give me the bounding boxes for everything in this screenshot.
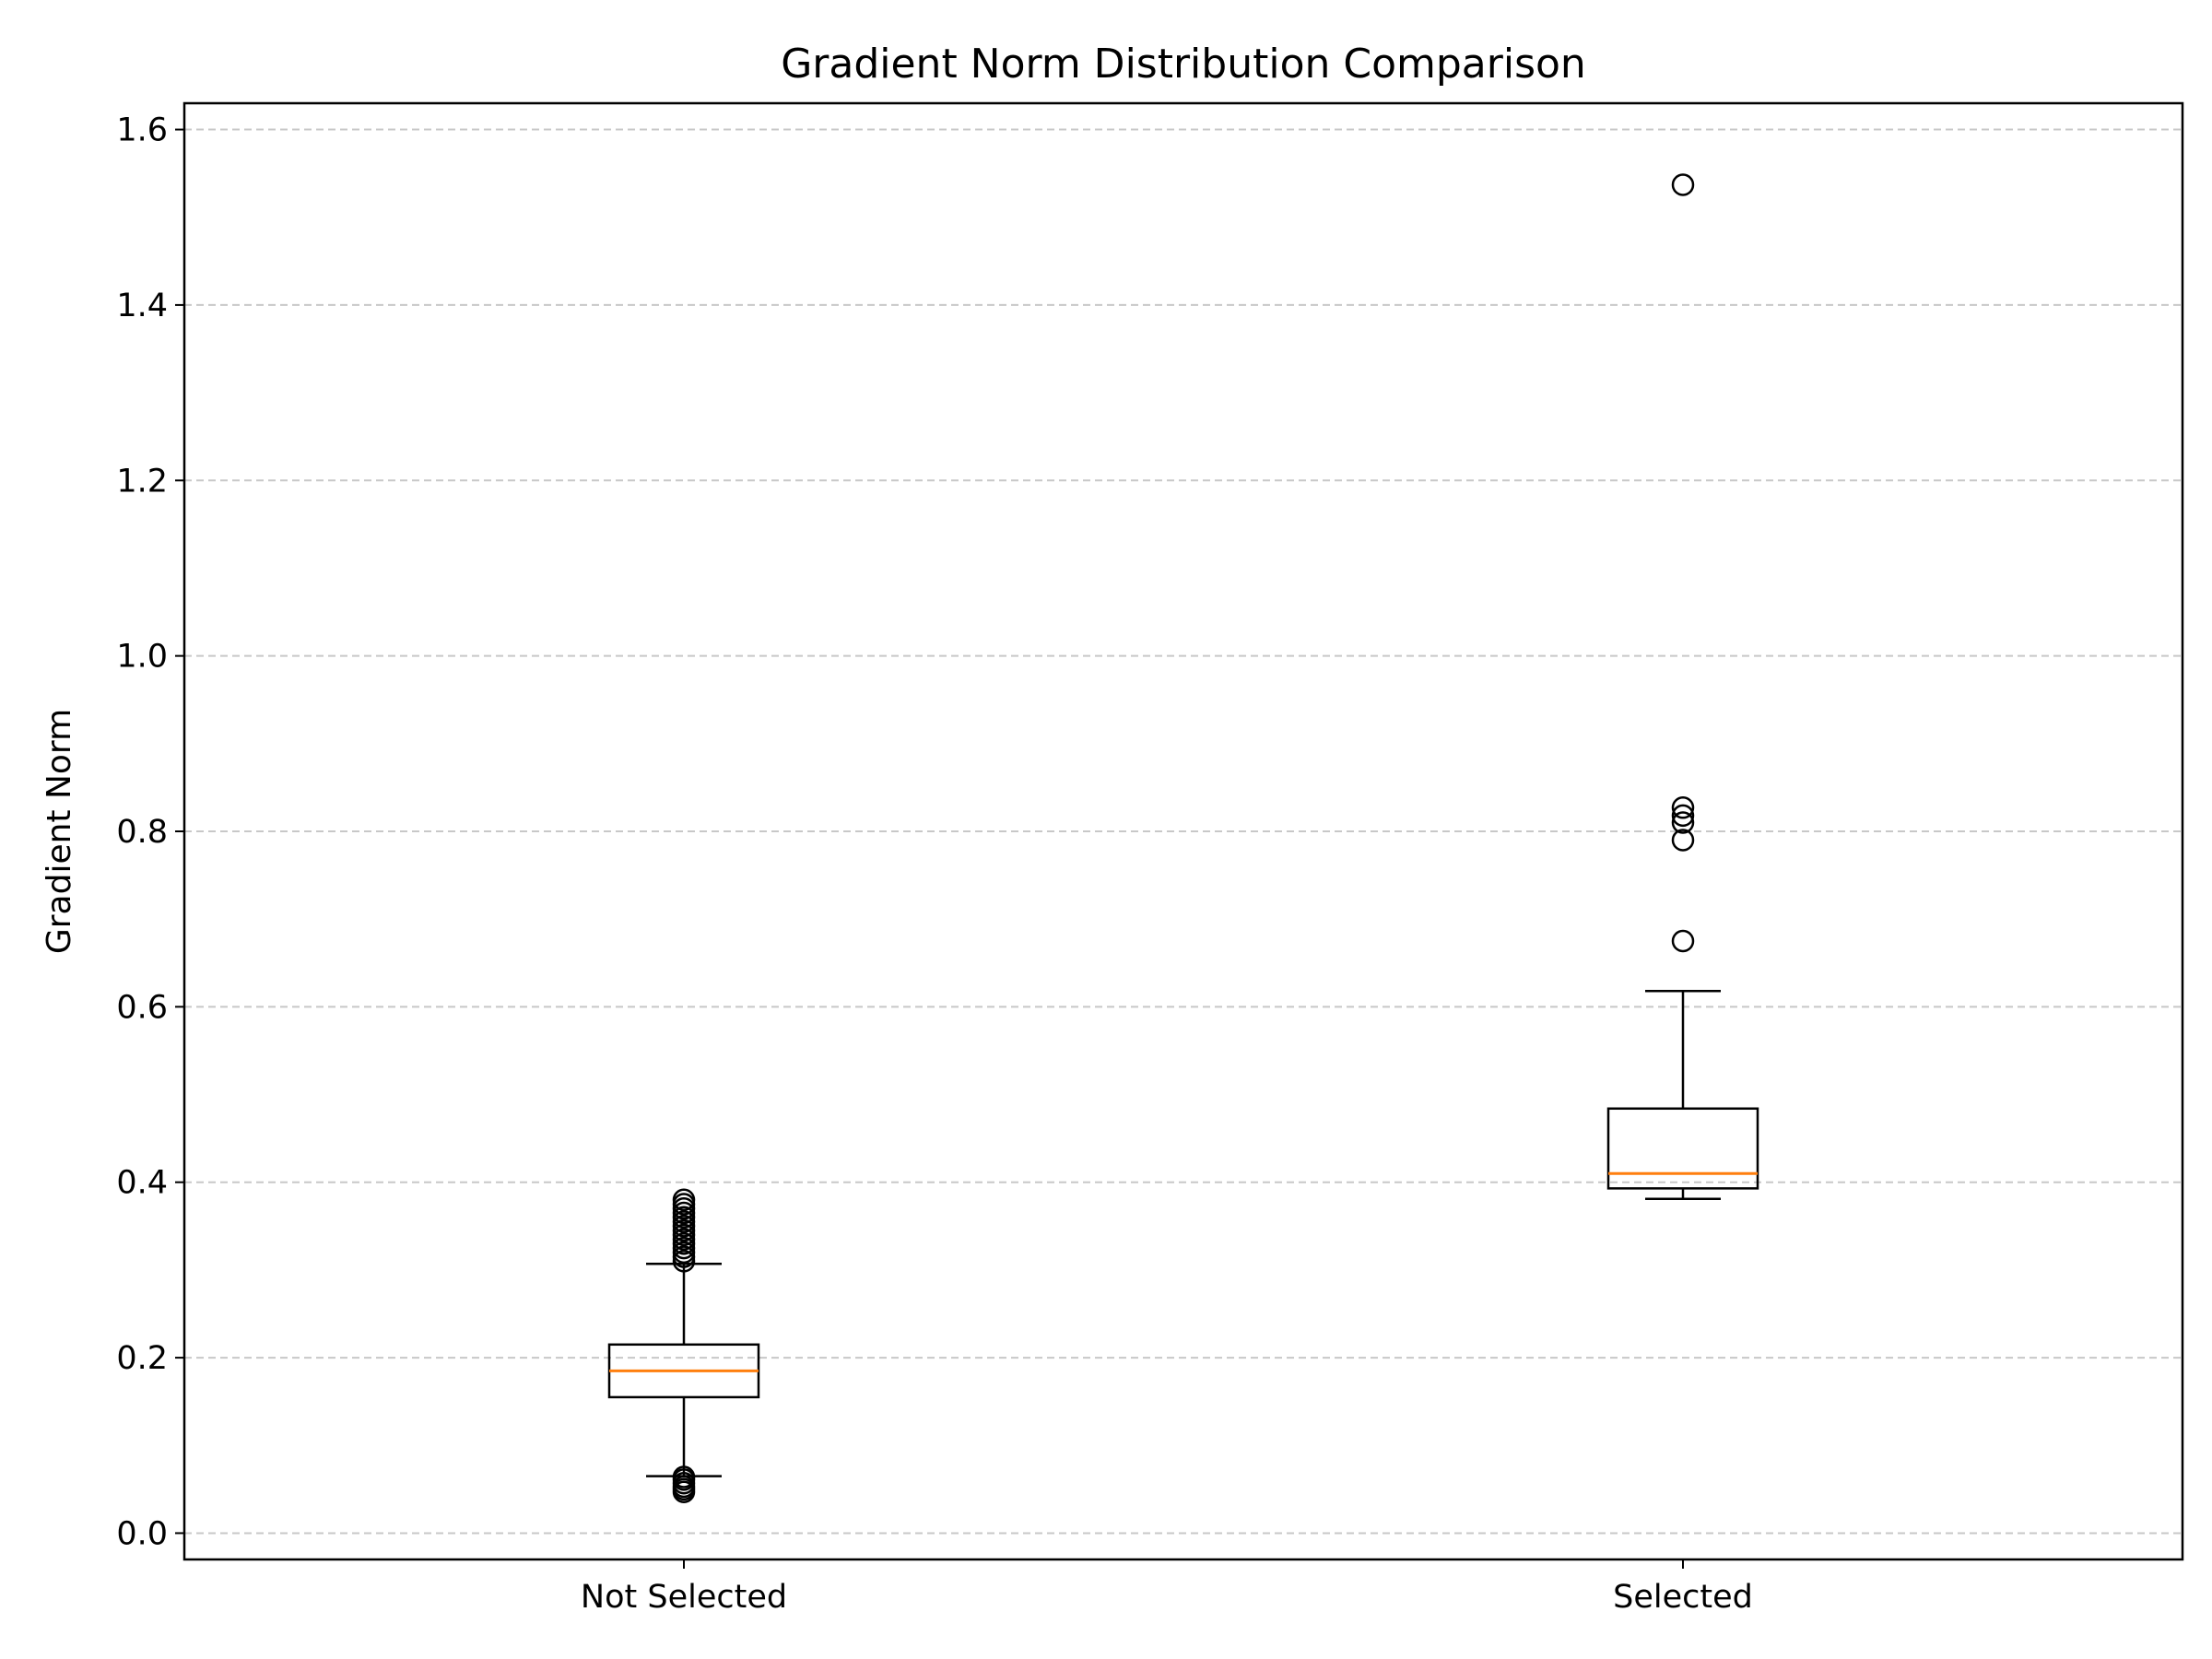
x-tick-label: Not Selected <box>581 1579 787 1616</box>
x-tick-label: Selected <box>1613 1579 1753 1616</box>
y-tick-label: 0.2 <box>116 1340 168 1377</box>
y-tick-label: 1.4 <box>116 288 168 324</box>
y-tick-label: 1.6 <box>116 112 168 149</box>
y-tick-label: 0.8 <box>116 814 168 851</box>
axis-layer: 0.0 0.2 0.4 0.6 0.8 1.0 1.2 1.4 1.6 Not Selected S… <box>116 112 1753 1616</box>
box-group <box>607 1188 760 1503</box>
y-axis-label: Gradient Norm <box>41 709 78 954</box>
box-layer <box>607 173 1759 1503</box>
chart-title: Gradient Norm Distribution Comparison <box>781 41 1586 88</box>
grid-layer <box>184 128 2183 1535</box>
y-tick-label: 1.2 <box>116 463 168 500</box>
y-tick-label: 1.0 <box>116 639 168 676</box>
outlier-point <box>672 1188 696 1212</box>
box-iqr <box>1606 1107 1759 1190</box>
y-tick-label: 0.4 <box>116 1165 168 1202</box>
y-tick-label: 0.0 <box>116 1515 168 1552</box>
outlier-point <box>1671 804 1695 828</box>
y-tick-label: 0.6 <box>116 989 168 1026</box>
outlier-point <box>1671 796 1695 819</box>
outlier-point <box>1671 173 1695 196</box>
outlier-point <box>672 1465 696 1488</box>
outlier-point <box>1671 829 1695 852</box>
box-group <box>1606 173 1759 1201</box>
outlier-point <box>1671 929 1695 953</box>
outlier-point <box>1671 811 1695 834</box>
